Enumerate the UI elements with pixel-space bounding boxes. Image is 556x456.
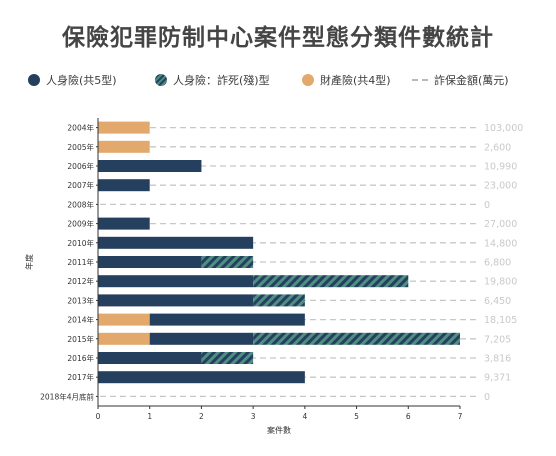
legend-swatch-life [28, 74, 40, 86]
amount-label: 3,816 [484, 354, 511, 365]
bar-life [98, 256, 202, 268]
y-tick-label: 2018年4月底前 [40, 391, 94, 401]
legend-swatch-property [302, 74, 314, 86]
legend-item-property: 財產險(共4型) [302, 72, 391, 88]
x-tick-label: 7 [458, 412, 463, 421]
y-tick-label: 2004年 [67, 123, 94, 133]
y-tick-label: 2015年 [67, 334, 94, 344]
amount-label: 23,000 [484, 181, 517, 192]
amount-label: 2,600 [484, 142, 511, 153]
bar-death-fraud [253, 294, 305, 307]
legend-label-death-fraud: 人身險：詐死(殘)型 [173, 74, 270, 87]
legend-item-death-fraud: 人身險：詐死(殘)型 [155, 72, 270, 88]
bar-death-fraud [201, 352, 254, 364]
legend-swatch-death-fraud [155, 74, 167, 86]
y-axis-label: 年度 [24, 254, 34, 270]
x-axis-label: 案件數 [267, 425, 291, 435]
y-tick-label: 2016年 [67, 353, 94, 363]
amount-label: 9,371 [484, 373, 511, 384]
legend-label-amount: 詐保金額(萬元) [434, 74, 509, 87]
legend: 人身險(共5型) 人身險：詐死(殘)型 財產險(共4型) 詐保金額(萬元) [28, 72, 548, 92]
x-tick-label: 0 [96, 412, 101, 421]
y-tick-label: 2009年 [67, 219, 94, 229]
y-tick-label: 2010年 [67, 238, 94, 248]
x-tick-label: 5 [354, 412, 359, 421]
y-tick-label: 2017年 [67, 372, 94, 382]
bar-property [98, 332, 150, 345]
amount-label: 19,800 [484, 277, 517, 288]
y-tick-label: 2008年 [67, 199, 94, 209]
amount-label: 7,205 [484, 334, 511, 345]
amount-label: 6,800 [484, 258, 511, 269]
y-tick-label: 2005年 [67, 142, 94, 152]
y-tick-label: 2006年 [67, 161, 94, 171]
legend-swatch-amount [412, 79, 428, 81]
amount-label: 10,990 [484, 162, 517, 173]
bar-property [98, 313, 150, 326]
amount-label: 0 [484, 392, 490, 403]
bar-property [98, 121, 150, 134]
bar-life [98, 371, 305, 384]
x-tick-label: 3 [251, 412, 256, 421]
bar-property [98, 140, 150, 153]
bar-life [149, 313, 305, 326]
amount-label: 14,800 [484, 238, 517, 249]
x-tick-label: 2 [199, 412, 204, 421]
amount-label: 6,450 [484, 296, 511, 307]
bar-death-fraud [253, 275, 409, 288]
x-tick-label: 6 [406, 412, 411, 421]
bar-death-fraud [201, 256, 254, 268]
amount-label: 27,000 [484, 219, 517, 230]
bar-life [98, 236, 254, 249]
amount-label: 103,000 [484, 123, 523, 134]
y-tick-label: 2013年 [67, 295, 94, 305]
bar-life [98, 179, 150, 192]
amount-label: 18,105 [484, 315, 517, 326]
bar-death-fraud [253, 332, 460, 345]
bar-life [98, 217, 150, 230]
y-tick-label: 2007年 [67, 180, 94, 190]
legend-label-property: 財產險(共4型) [320, 74, 391, 87]
x-tick-label: 1 [147, 412, 152, 421]
chart-title: 保險犯罪防制中心案件型態分類件數統計 [62, 25, 494, 51]
legend-item-amount: 詐保金額(萬元) [412, 72, 509, 88]
bar-life [98, 294, 254, 307]
bar-life [98, 160, 202, 172]
bar-life [149, 332, 254, 345]
bar-life [98, 352, 202, 364]
legend-label-life: 人身險(共5型) [46, 74, 117, 87]
y-tick-label: 2011年 [67, 257, 94, 267]
bar-life [98, 275, 254, 288]
y-tick-label: 2012年 [67, 276, 94, 286]
legend-item-life: 人身險(共5型) [28, 72, 117, 88]
amount-label: 0 [484, 200, 490, 211]
y-tick-label: 2014年 [67, 315, 94, 325]
x-tick-label: 4 [302, 412, 307, 421]
